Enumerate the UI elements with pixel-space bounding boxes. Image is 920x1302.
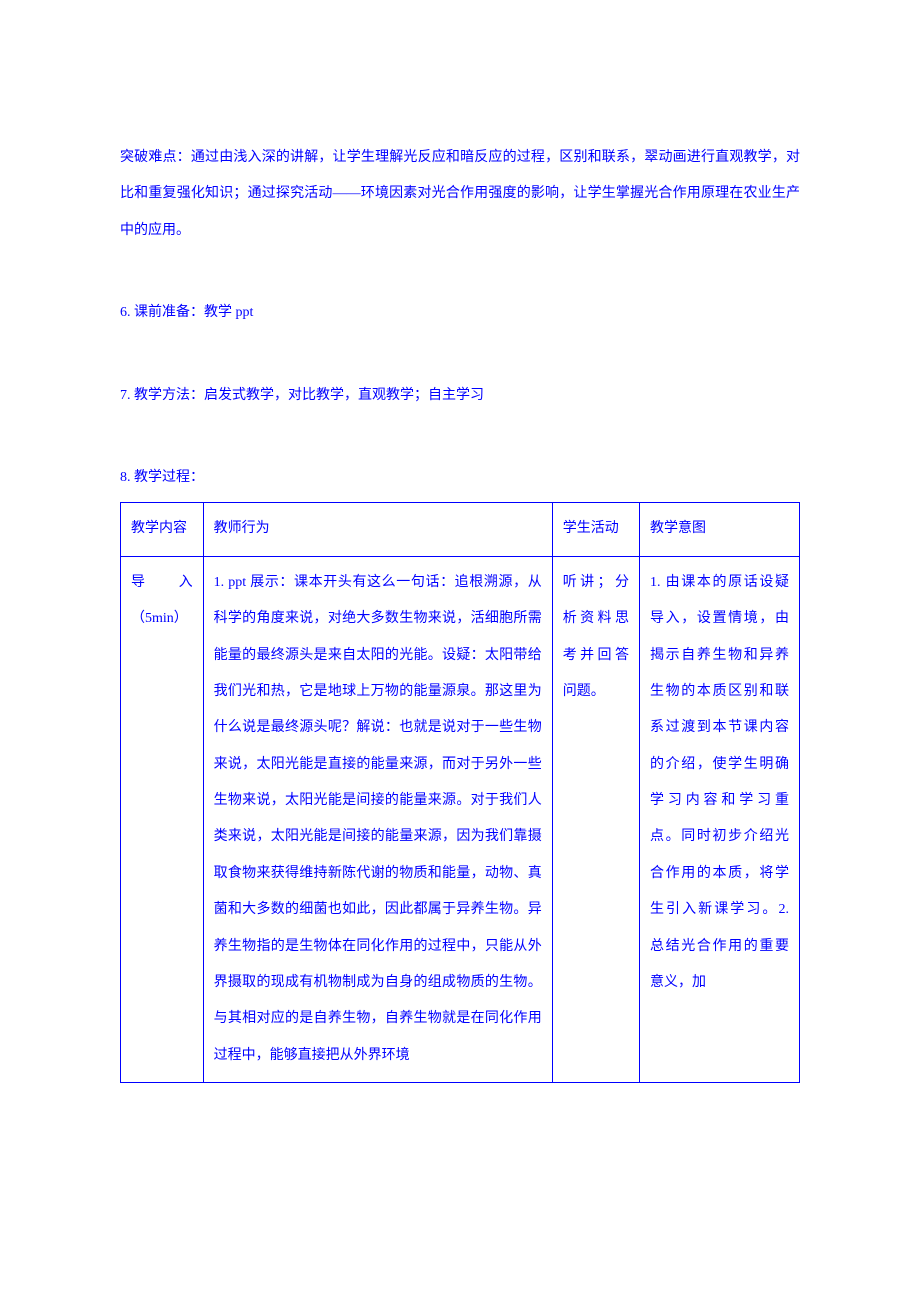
cell-teacher: 1. ppt 展示：课本开头有这么一句话：追根溯源，从科学的角度来说，对绝大多数…: [203, 556, 552, 1082]
breakthrough-paragraph: 突破难点：通过由浅入深的讲解，让学生理解光反应和暗反应的过程，区别和联系，翠动画…: [120, 140, 800, 249]
cell-content: 导入（5min）: [121, 556, 204, 1082]
table-header-row: 教学内容 教师行为 学生活动 教学意图: [121, 503, 800, 556]
header-content: 教学内容: [121, 503, 204, 556]
process-heading: 8. 教学过程：: [120, 460, 800, 496]
cell-intent: 1. 由课本的原话设疑导入，设置情境，由揭示自养生物和异养生物的本质区别和联系过…: [639, 556, 799, 1082]
header-intent: 教学意图: [639, 503, 799, 556]
header-student: 学生活动: [552, 503, 639, 556]
prep-paragraph: 6. 课前准备：教学 ppt: [120, 295, 800, 331]
methods-paragraph: 7. 教学方法：启发式教学，对比教学，直观教学；自主学习: [120, 378, 800, 414]
header-teacher: 教师行为: [203, 503, 552, 556]
table-row: 导入（5min） 1. ppt 展示：课本开头有这么一句话：追根溯源，从科学的角…: [121, 556, 800, 1082]
cell-student: 听讲；分析资料思考并回答问题。: [552, 556, 639, 1082]
teaching-process-table: 教学内容 教师行为 学生活动 教学意图 导入（5min） 1. ppt 展示：课…: [120, 502, 800, 1083]
